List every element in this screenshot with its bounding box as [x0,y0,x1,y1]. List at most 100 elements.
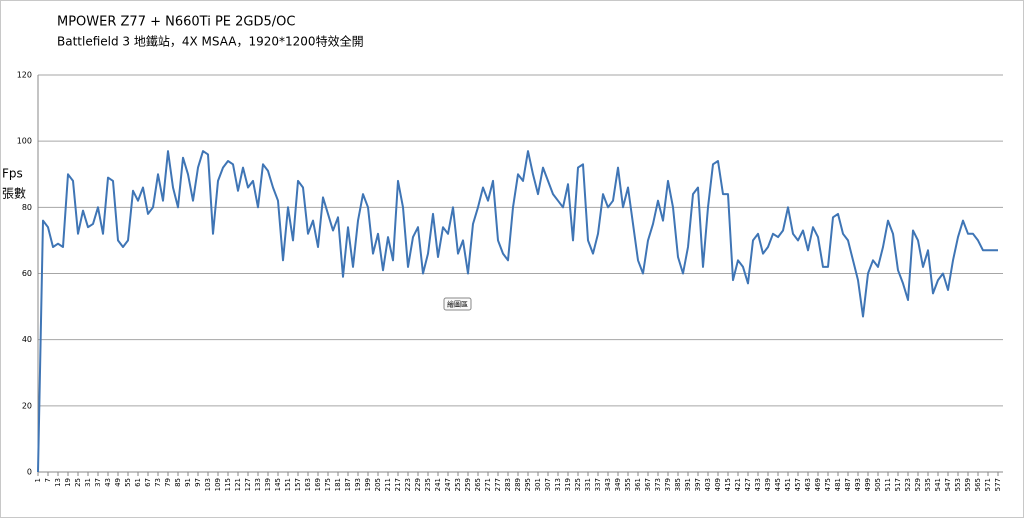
x-tick-label: 361 [634,478,642,491]
x-tick-label: 91 [184,478,192,487]
x-tick-label: 445 [774,478,782,491]
x-tick-label: 127 [244,478,252,491]
x-tick-label: 217 [394,478,402,491]
x-tick-label: 277 [494,478,502,491]
y-tick-label: 60 [22,269,32,278]
x-tick-label: 487 [844,478,852,491]
x-tick-label: 193 [354,478,362,491]
x-tick-label: 295 [524,478,532,491]
y-axis-label: Fps [2,167,23,181]
x-tick-label: 403 [704,478,712,491]
x-tick-label: 499 [864,478,872,491]
x-tick-label: 385 [674,478,682,491]
y-tick-label: 80 [22,203,32,212]
x-tick-label: 7 [44,478,52,482]
x-tick-label: 529 [914,478,922,491]
x-tick-label: 109 [214,478,222,491]
x-tick-label: 511 [884,478,892,491]
x-tick-label: 313 [554,478,562,491]
x-tick-label: 337 [594,478,602,491]
x-tick-label: 271 [484,478,492,491]
x-tick-label: 259 [464,478,472,491]
x-tick-label: 577 [994,478,1002,491]
x-tick-label: 571 [984,478,992,491]
x-tick-label: 55 [124,478,132,487]
x-tick-label: 133 [254,478,262,491]
x-tick-label: 187 [344,478,352,491]
x-tick-label: 211 [384,478,392,491]
tooltip-box [443,297,472,311]
x-tick-label: 25 [74,478,82,487]
x-tick-label: 61 [134,478,142,487]
x-tick-label: 415 [724,478,732,491]
x-tick-label: 343 [604,478,612,491]
x-tick-label: 235 [424,478,432,491]
x-tick-label: 121 [234,478,242,491]
x-tick-label: 13 [54,478,62,487]
x-tick-label: 325 [574,478,582,491]
x-tick-label: 565 [974,478,982,491]
x-tick-label: 139 [264,478,272,491]
x-tick-label: 163 [304,478,312,491]
x-tick-label: 349 [614,478,622,491]
x-tick-label: 307 [544,478,552,491]
x-tick-label: 517 [894,478,902,491]
x-tick-label: 463 [804,478,812,491]
x-tick-label: 43 [104,478,112,487]
x-tick-label: 541 [934,478,942,491]
y-tick-label: 0 [27,468,32,477]
x-tick-label: 247 [444,478,452,491]
x-tick-label: 283 [504,478,512,491]
x-tick-label: 169 [314,478,322,491]
y-tick-label: 40 [22,335,32,344]
x-tick-label: 37 [94,478,102,487]
x-tick-label: 49 [114,478,122,487]
x-tick-label: 319 [564,478,572,491]
x-tick-label: 115 [224,478,232,491]
x-tick-label: 265 [474,478,482,491]
x-tick-label: 547 [944,478,952,491]
x-tick-label: 31 [84,478,92,487]
x-tick-label: 181 [334,478,342,491]
x-tick-label: 379 [664,478,672,491]
chart-subtitle: Battlefield 3 地鐵站，4X MSAA，1920*1200特效全開 [57,34,364,49]
x-tick-label: 553 [954,478,962,491]
x-tick-label: 301 [534,478,542,491]
x-tick-label: 19 [64,478,72,487]
x-tick-label: 1 [34,478,42,482]
x-tick-label: 457 [794,478,802,491]
x-tick-label: 493 [854,478,862,491]
y-axis-label: 張數 [2,187,26,201]
x-tick-label: 427 [744,478,752,491]
x-tick-label: 67 [144,478,152,487]
x-tick-label: 151 [284,478,292,491]
y-tick-label: 20 [22,401,32,410]
x-tick-label: 397 [694,478,702,491]
x-tick-label: 421 [734,478,742,491]
tooltip: 繪圖區 [447,300,468,309]
x-tick-label: 451 [784,478,792,491]
x-tick-label: 331 [584,478,592,491]
x-tick-label: 439 [764,478,772,491]
y-tick-label: 120 [17,71,32,80]
x-tick-label: 367 [644,478,652,491]
x-tick-label: 355 [624,478,632,491]
x-tick-label: 229 [414,478,422,491]
x-tick-label: 145 [274,478,282,491]
data-line [37,150,998,473]
x-tick-label: 559 [964,478,972,491]
x-tick-label: 481 [834,478,842,491]
x-tick-label: 289 [514,478,522,491]
chart-title: MPOWER Z77 + N660Ti PE 2GD5/OC [57,15,295,30]
x-tick-label: 241 [434,478,442,491]
x-tick-label: 175 [324,478,332,491]
x-tick-label: 475 [824,478,832,491]
x-tick-label: 535 [924,478,932,491]
y-tick-label: 100 [17,137,32,146]
x-tick-label: 253 [454,478,462,491]
x-tick-label: 157 [294,478,302,491]
x-tick-label: 97 [194,478,202,487]
x-tick-label: 199 [364,478,372,491]
